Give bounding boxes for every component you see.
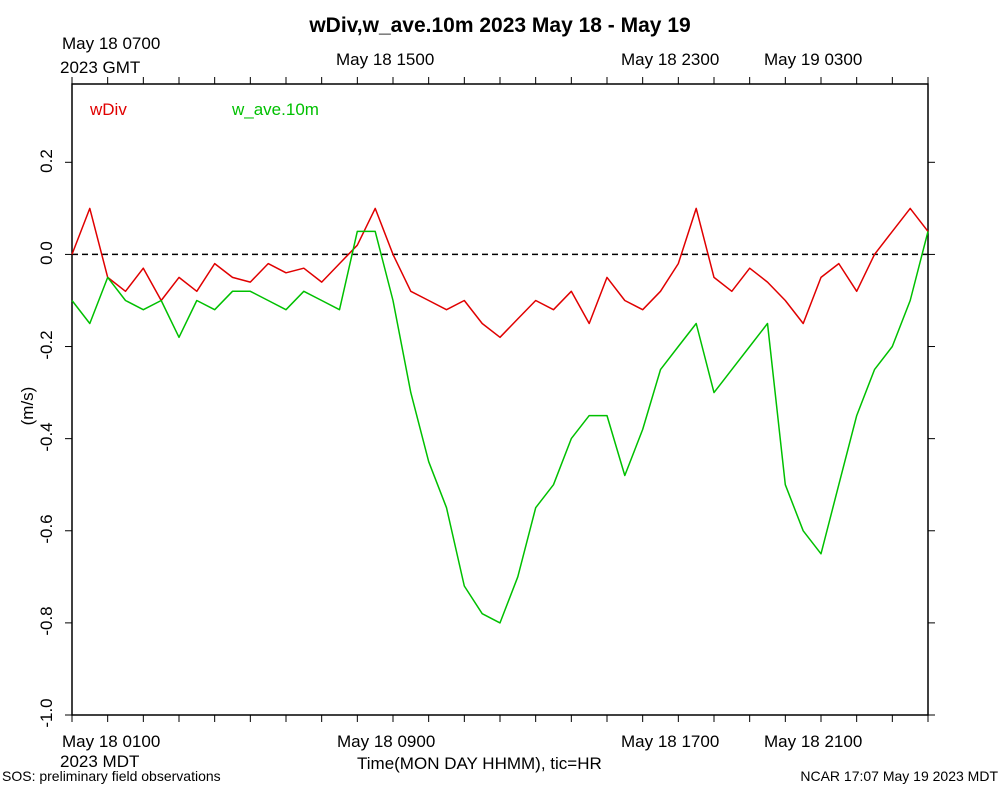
top-tick-label-2300: May 18 2300 (621, 50, 720, 69)
bottom-tick-label-0100: May 18 0100 (62, 732, 161, 751)
y-tick-label-minus-0.2: -0.2 (37, 330, 56, 360)
legend-wdiv: wDiv (90, 100, 127, 119)
series-line-w-ave-10m (71, 230, 929, 624)
y-tick-label-minus-0.6: -0.6 (37, 514, 56, 544)
legend-w-ave-10m: w_ave.10m (232, 100, 319, 119)
plot-frame (71, 83, 929, 716)
series-line-wdiv (71, 207, 929, 339)
y-axis-label: (m/s) (18, 386, 37, 426)
top-tick-label-1500: May 18 1500 (336, 50, 435, 69)
y-tick-label-0.0: 0.0 (37, 241, 56, 265)
footer-right: NCAR 17:07 May 19 2023 MDT (800, 768, 998, 784)
y-tick-label-minus-0.4: -0.4 (37, 422, 56, 452)
y-tick-label-minus-0.8: -0.8 (37, 606, 56, 636)
bottom-tick-label-2100: May 18 2100 (764, 732, 863, 751)
bottom-axis-tz-label: 2023 MDT (60, 752, 140, 771)
top-axis-first-label-line1: May 18 0700 (62, 34, 161, 53)
y-tick-label-0.2: 0.2 (37, 149, 56, 173)
y-tick-label-minus-1.0: -1.0 (37, 698, 56, 728)
bottom-tick-label-1700: May 18 1700 (621, 732, 720, 751)
top-tick-label-0300: May 19 0300 (764, 50, 863, 69)
x-axis-label: Time(MON DAY HHMM), tic=HR (357, 754, 602, 773)
bottom-tick-label-0900: May 18 0900 (337, 732, 436, 751)
top-axis-first-label-line2: 2023 GMT (60, 58, 141, 77)
footer-left: SOS: preliminary field observations (2, 768, 221, 784)
chart-title: wDiv,w_ave.10m 2023 May 18 - May 19 (309, 14, 691, 37)
